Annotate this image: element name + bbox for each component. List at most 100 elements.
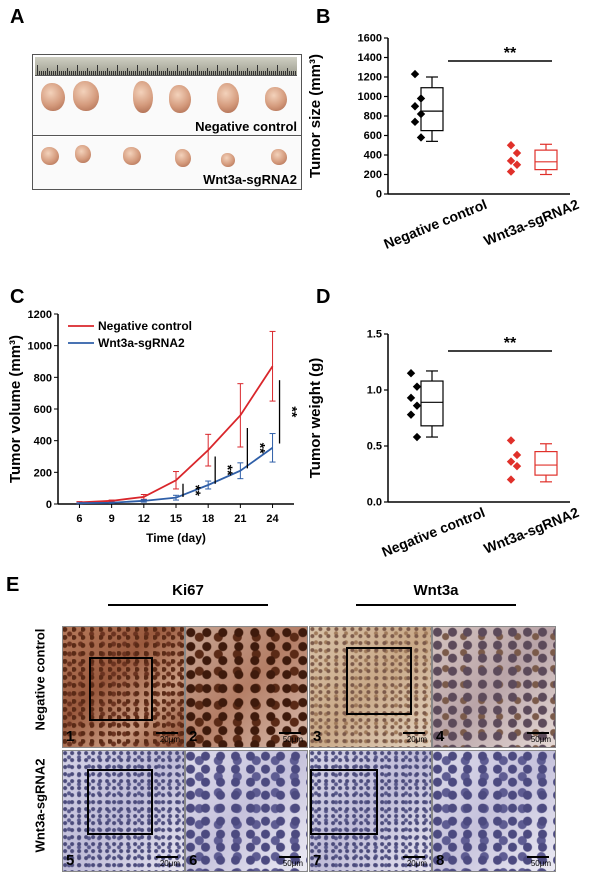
ruler-tick xyxy=(177,65,178,75)
row-label-sgrna: Wnt3a-sgRNA2 xyxy=(203,172,297,187)
ruler-tick xyxy=(91,71,92,75)
y-tick-label: 400 xyxy=(34,436,52,448)
x-tick-label: 6 xyxy=(76,513,82,525)
ruler-tick xyxy=(245,71,246,75)
ruler-tick xyxy=(95,71,96,75)
ruler-tick xyxy=(105,71,106,75)
ruler-tick xyxy=(113,71,114,75)
y-axis-label: Tumor weight (g) xyxy=(307,358,324,479)
chart-tumor-volume: 0 200 400 600 800 1000 1200 6 9 12 15 18 21 24 Time (d… xyxy=(7,309,300,545)
significance-label: ** xyxy=(504,335,517,352)
ruler-tick xyxy=(131,71,132,75)
ruler-tick xyxy=(199,71,200,75)
ruler-tick xyxy=(267,68,268,75)
ruler-tick xyxy=(79,71,80,75)
ruler-tick xyxy=(179,71,180,75)
ruler-tick xyxy=(141,71,142,75)
y-tick-label: 1200 xyxy=(28,309,52,321)
tumor-row-negative: Negative control xyxy=(33,77,301,135)
ihc-tile-3: 20μm 3 xyxy=(309,626,432,748)
ruler-tick xyxy=(111,71,112,75)
ruler-tick xyxy=(85,71,86,75)
data-point xyxy=(412,382,422,391)
ruler-tick xyxy=(71,71,72,75)
ruler-tick xyxy=(163,71,164,75)
tumor-row-sgrna: Wnt3a-sgRNA2 xyxy=(33,137,301,189)
ihc-tile-5: 20μm 5 xyxy=(62,750,185,872)
ruler-tick xyxy=(125,71,126,75)
x-axis-label: Time (day) xyxy=(146,531,206,545)
ruler-tick xyxy=(89,71,90,75)
data-point xyxy=(410,117,420,127)
ruler-tick xyxy=(193,71,194,75)
panel-label-a: A xyxy=(10,6,25,28)
ruler-tick xyxy=(153,71,154,75)
data-point xyxy=(506,141,516,150)
ruler-tick xyxy=(99,71,100,75)
ruler-tick xyxy=(115,71,116,75)
ruler-tick xyxy=(149,71,150,75)
y-axis-label: Tumor volume (mm³) xyxy=(7,335,24,483)
ruler-tick xyxy=(37,65,38,75)
y-tick-label: 600 xyxy=(34,404,52,416)
ihc-tile-7: 20μm 7 xyxy=(309,750,432,872)
ruler-tick xyxy=(209,71,210,75)
ruler-tick xyxy=(239,71,240,75)
ruler-tick xyxy=(187,68,188,75)
ruler-tick xyxy=(285,71,286,75)
ihc-grid: 20μm 1 50μm 2 20μm 3 50μm 4 20μm 5 50μm … xyxy=(62,626,556,872)
x-tick-label: 21 xyxy=(234,513,246,525)
row-label-e-sgrna: Wnt3a-sgRNA2 xyxy=(32,758,48,853)
row-label-e-negative: Negative control xyxy=(32,628,48,731)
ihc-tile-1: 20μm 1 xyxy=(62,626,185,748)
ruler-tick xyxy=(197,65,198,75)
y-tick-label: 1200 xyxy=(358,72,382,84)
ruler-tick xyxy=(147,68,148,75)
x-tick-label: 15 xyxy=(170,513,182,525)
ruler-tick xyxy=(173,71,174,75)
ruler-tick xyxy=(83,71,84,75)
y-axis-label: Tumor size (mm³) xyxy=(307,54,324,178)
ruler-tick xyxy=(251,71,252,75)
row-label-negative: Negative control xyxy=(195,119,297,134)
ruler-tick xyxy=(249,71,250,75)
ruler-tick xyxy=(253,71,254,75)
ruler-tick xyxy=(51,71,52,75)
y-tick-label: 200 xyxy=(34,467,52,479)
data-point xyxy=(416,133,426,142)
data-point xyxy=(506,457,516,466)
ruler-tick xyxy=(265,71,266,75)
ruler-tick xyxy=(59,71,60,75)
ruler-tick xyxy=(229,71,230,75)
y-tick-label: 0 xyxy=(46,499,52,511)
ruler-tick xyxy=(205,71,206,75)
box xyxy=(534,149,558,171)
data-point xyxy=(512,160,522,169)
significance-label: ** xyxy=(188,485,204,496)
ruler-tick xyxy=(189,71,190,75)
y-tick-label: 1400 xyxy=(358,52,382,64)
y-tick-label: 1.5 xyxy=(367,329,382,341)
y-tick-label: 1000 xyxy=(28,341,52,353)
box xyxy=(420,87,444,132)
ruler-tick xyxy=(49,71,50,75)
ruler-tick xyxy=(75,71,76,75)
ruler-tick xyxy=(243,71,244,75)
ruler-tick xyxy=(225,71,226,75)
ruler-tick xyxy=(103,71,104,75)
data-point xyxy=(406,410,416,419)
ruler xyxy=(35,57,297,76)
y-tick-label: 200 xyxy=(364,169,382,181)
ruler-tick xyxy=(137,65,138,75)
ruler-tick xyxy=(165,71,166,75)
ruler-tick xyxy=(109,71,110,75)
category-label: Negative control xyxy=(379,504,487,560)
ruler-tick xyxy=(169,71,170,75)
category-label: Wnt3a-sgRNA2 xyxy=(481,504,581,557)
ruler-tick xyxy=(215,71,216,75)
ruler-tick xyxy=(133,71,134,75)
ruler-tick xyxy=(213,71,214,75)
ruler-tick xyxy=(55,71,56,75)
ruler-tick xyxy=(273,71,274,75)
x-tick-label: 18 xyxy=(202,513,214,525)
